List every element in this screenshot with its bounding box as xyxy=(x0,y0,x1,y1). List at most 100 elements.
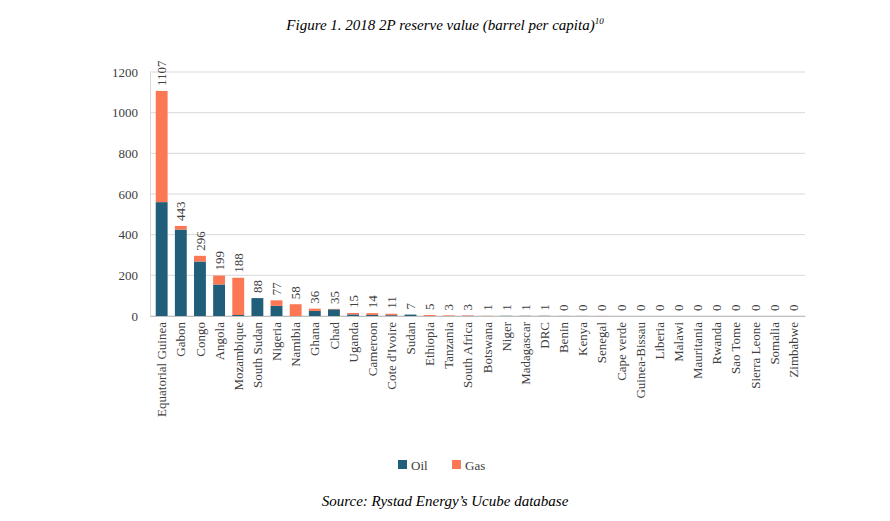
total-label: 296 xyxy=(193,231,208,251)
bar xyxy=(500,315,512,316)
x-tick-label: Uganda xyxy=(346,322,361,363)
total-label: 199 xyxy=(212,251,227,271)
y-tick-label: 1200 xyxy=(112,65,138,80)
bar xyxy=(692,316,704,317)
total-label: 36 xyxy=(307,290,322,304)
x-tick: Nigeria xyxy=(269,316,284,361)
bar xyxy=(673,316,685,317)
total-label: 88 xyxy=(250,280,265,293)
bar xyxy=(768,316,780,317)
bar xyxy=(405,314,417,315)
bar xyxy=(309,311,321,316)
x-tick-label: Madagascar xyxy=(518,321,533,384)
total-label: 0 xyxy=(594,304,609,311)
bar xyxy=(558,315,570,316)
x-tick-label: Botswana xyxy=(480,322,495,374)
x-tick: Angola xyxy=(212,316,227,360)
bar xyxy=(424,315,436,316)
source: Source: Rystad Energy’s Ucube database xyxy=(322,493,569,509)
x-tick: Tanzania xyxy=(441,316,456,369)
total-label: 14 xyxy=(365,295,380,309)
bar xyxy=(711,316,723,317)
bar xyxy=(519,315,531,316)
bar xyxy=(596,316,608,317)
bar xyxy=(251,298,263,316)
bar xyxy=(271,300,283,305)
bar xyxy=(232,315,244,316)
total-label: 0 xyxy=(556,304,571,311)
title-footnote: 10 xyxy=(595,16,605,26)
bar xyxy=(749,316,761,317)
bar xyxy=(787,316,799,317)
bar xyxy=(443,316,455,317)
bar xyxy=(232,278,244,315)
grid-line xyxy=(150,234,805,235)
bar xyxy=(156,91,168,202)
y-tick-label: 600 xyxy=(119,187,139,202)
x-tick: South Africa xyxy=(460,316,475,388)
legend-label: Gas xyxy=(465,458,485,473)
total-label: 1 xyxy=(499,304,514,311)
x-tick-label: Liberia xyxy=(652,322,667,360)
x-tick-label: Namibia xyxy=(288,322,303,367)
x-tick-label: Cameroon xyxy=(365,322,380,377)
x-tick-label: Mauritania xyxy=(690,322,705,379)
total-label: 443 xyxy=(173,201,188,221)
x-tick-label: Sudan xyxy=(403,322,418,355)
x-tick: Cameroon xyxy=(365,316,380,376)
x-tick: Equatorial Guinea xyxy=(154,316,169,417)
total-label: 0 xyxy=(614,305,629,312)
total-label: 1 xyxy=(480,304,495,311)
x-tick: Rwanda xyxy=(709,316,724,365)
bar xyxy=(481,316,493,317)
bar xyxy=(596,315,608,316)
x-tick-label: Sao Tome xyxy=(728,322,743,374)
x-tick: Sudan xyxy=(403,316,418,355)
y-tick: 400 xyxy=(119,227,151,242)
x-tick: Zimbabwe xyxy=(786,316,801,378)
bar xyxy=(347,314,359,316)
x-tick: Liberia xyxy=(652,316,667,360)
x-tick: Madagascar xyxy=(518,316,533,385)
bar xyxy=(175,230,187,316)
bar xyxy=(251,298,263,299)
total-label: 1 xyxy=(518,304,533,311)
x-tick: Guinea-Bissau xyxy=(633,316,648,399)
total-label: 35 xyxy=(326,291,341,304)
x-tick: Sao Tome xyxy=(728,316,743,374)
grid-line xyxy=(150,194,805,195)
bar xyxy=(366,315,378,316)
x-tick-label: Niger xyxy=(499,321,514,351)
plot: 020040060080010001200Equatorial GuineaGa… xyxy=(112,60,806,417)
bar xyxy=(462,315,474,316)
bar xyxy=(366,313,378,315)
bar xyxy=(768,316,780,317)
x-tick: Namibia xyxy=(288,316,303,367)
grid-line xyxy=(150,153,805,154)
bar xyxy=(194,256,206,262)
y-tick-label: 0 xyxy=(132,309,139,324)
bar xyxy=(634,316,646,317)
bar xyxy=(615,316,627,317)
y-tick-label: 1000 xyxy=(112,105,138,120)
total-label: 77 xyxy=(269,282,284,296)
y-tick-label: 400 xyxy=(119,227,139,242)
x-tick-label: Mozambique xyxy=(231,322,246,391)
bar xyxy=(194,262,206,316)
y-tick-label: 800 xyxy=(119,146,139,161)
bar xyxy=(558,315,570,316)
y-tick: 1200 xyxy=(112,65,150,80)
x-tick-label: Sierra Leone xyxy=(748,322,763,389)
bar xyxy=(577,315,589,316)
bar xyxy=(213,284,225,316)
x-tick: Benin xyxy=(556,316,571,353)
legend-swatch xyxy=(398,460,407,469)
x-tick: Ghana xyxy=(307,316,322,356)
bar xyxy=(328,308,340,309)
total-label: 58 xyxy=(288,286,303,299)
bar xyxy=(405,315,417,316)
bar xyxy=(424,316,436,317)
total-label: 0 xyxy=(671,305,686,312)
bar xyxy=(749,316,761,317)
legend-item: Oil xyxy=(398,458,428,473)
